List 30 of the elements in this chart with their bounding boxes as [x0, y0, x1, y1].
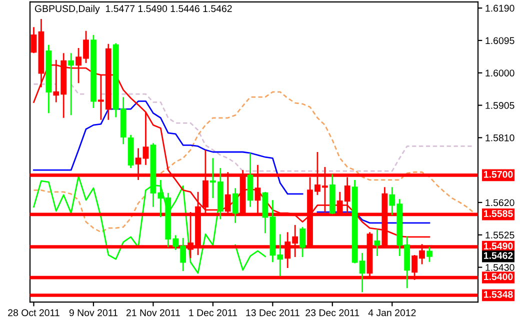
- x-tick-label: 9 Nov 2011: [69, 309, 118, 316]
- chart-title: GBPUSD,Daily 1.5477 1.5490 1.5446 1.5462: [34, 4, 232, 14]
- x-tick-label: 13 Dec 2011: [246, 309, 300, 316]
- candlestick: [142, 111, 149, 166]
- candlestick: [68, 52, 74, 116]
- ref-line-label: 1.5400: [484, 273, 513, 280]
- y-tick-label: 1.6095: [486, 37, 514, 44]
- candlestick: [30, 26, 37, 54]
- candlestick: [359, 252, 366, 293]
- ref-line-label: 1.5700: [484, 170, 513, 178]
- ref-line-label: 1.5348: [484, 290, 513, 298]
- ref-line-label: 1.5585: [484, 210, 513, 218]
- x-tick-label: 28 Oct 2011: [8, 309, 60, 316]
- ref-line-label: 1.5490: [484, 242, 513, 250]
- x-tick-label: 23 Dec 2011: [306, 309, 360, 316]
- y-tick-label: 1.5810: [486, 134, 514, 142]
- x-tick-label: 1 Dec 2011: [189, 309, 237, 316]
- candlestick: [232, 187, 238, 224]
- candlestick: [426, 246, 432, 263]
- y-tick-label: 1.5525: [486, 232, 514, 239]
- y-tick-label: 1.6190: [486, 4, 514, 12]
- y-tick-label: 1.5430: [486, 264, 514, 271]
- x-tick-label: 4 Jan 2012: [368, 309, 416, 316]
- y-tick-label: 1.6000: [486, 70, 514, 76]
- y-tick-label: 1.5905: [486, 102, 514, 109]
- y-tick-label: 1.5620: [486, 199, 514, 206]
- text: 1.5462: [484, 252, 513, 259]
- candlestick: [374, 228, 380, 257]
- x-tick-label: 21 Nov 2011: [126, 309, 180, 316]
- candlestick: [300, 226, 306, 258]
